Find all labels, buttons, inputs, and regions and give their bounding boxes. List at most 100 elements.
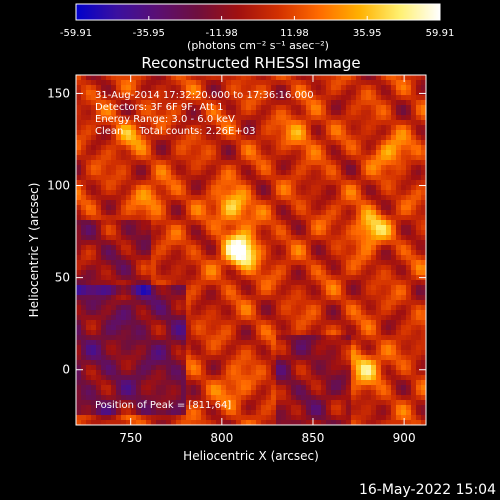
heatmap-cell — [376, 75, 382, 81]
heatmap-cell — [76, 290, 82, 296]
heatmap-cell — [201, 315, 207, 321]
heatmap-cell — [366, 395, 372, 401]
heatmap-cell — [266, 170, 272, 176]
heatmap-cell — [121, 160, 127, 166]
heatmap-cell — [256, 395, 262, 401]
heatmap-cell — [216, 270, 222, 276]
heatmap-cell — [281, 220, 287, 226]
heatmap-cell — [251, 270, 257, 276]
heatmap-cell — [176, 75, 182, 81]
heatmap-cell — [356, 350, 362, 356]
heatmap-cell — [326, 145, 332, 151]
heatmap-cell — [361, 155, 367, 161]
heatmap-cell — [166, 310, 172, 316]
heatmap-cell — [216, 235, 222, 241]
heatmap-cell — [96, 180, 102, 186]
heatmap-cell — [251, 140, 257, 146]
heatmap-cell — [366, 150, 372, 156]
heatmap-cell — [346, 360, 352, 366]
heatmap-cell — [366, 210, 372, 216]
heatmap-cell — [136, 235, 142, 241]
heatmap-cell — [316, 350, 322, 356]
heatmap-cell — [376, 120, 382, 126]
heatmap-cell — [381, 170, 387, 176]
heatmap-cell — [211, 310, 217, 316]
heatmap-cell — [396, 75, 402, 81]
heatmap-cell — [271, 420, 277, 425]
heatmap-cell — [281, 345, 287, 351]
heatmap-cell — [126, 90, 132, 96]
heatmap-cell — [226, 175, 232, 181]
heatmap-cell — [401, 135, 407, 141]
heatmap-cell — [146, 305, 152, 311]
heatmap-cell — [276, 410, 282, 416]
heatmap-cell — [401, 260, 407, 266]
heatmap-cell — [406, 230, 412, 236]
heatmap-cell — [256, 340, 262, 346]
heatmap-cell — [136, 215, 142, 221]
heatmap-cell — [261, 140, 267, 146]
heatmap-cell — [171, 365, 177, 371]
heatmap-cell — [201, 200, 207, 206]
heatmap-cell — [336, 180, 342, 186]
heatmap-cell — [81, 295, 87, 301]
heatmap-cell — [241, 270, 247, 276]
heatmap-cell — [396, 405, 402, 411]
heatmap-cell — [91, 335, 97, 341]
heatmap-cell — [271, 350, 277, 356]
heatmap-cell — [241, 420, 247, 425]
heatmap-cell — [286, 105, 292, 111]
heatmap-cell — [306, 330, 312, 336]
heatmap-cell — [326, 350, 332, 356]
heatmap-cell — [401, 230, 407, 236]
heatmap-cell — [176, 400, 182, 406]
heatmap-cell — [326, 100, 332, 106]
colorbar — [75, 3, 441, 21]
heatmap-cell — [176, 130, 182, 136]
heatmap-cell — [381, 290, 387, 296]
heatmap-cell — [116, 120, 122, 126]
heatmap-cell — [316, 105, 322, 111]
heatmap-cell — [191, 140, 197, 146]
heatmap-cell — [206, 380, 212, 386]
heatmap-cell — [101, 360, 107, 366]
heatmap-cell — [186, 285, 192, 291]
heatmap-cell — [136, 245, 142, 251]
heatmap-cell — [236, 185, 242, 191]
heatmap-cell — [391, 180, 397, 186]
heatmap-cell — [361, 75, 367, 81]
heatmap-cell — [126, 215, 132, 221]
heatmap-cell — [296, 105, 302, 111]
heatmap-cell — [116, 370, 122, 376]
heatmap-cell — [361, 105, 367, 111]
heatmap-cell — [321, 210, 327, 216]
heatmap-cell — [311, 190, 317, 196]
heatmap-cell — [211, 205, 217, 211]
heatmap-cell — [286, 90, 292, 96]
heatmap-cell — [401, 200, 407, 206]
heatmap-cell — [181, 100, 187, 106]
heatmap-cell — [206, 85, 212, 91]
heatmap-cell — [161, 145, 167, 151]
heatmap-cell — [416, 315, 422, 321]
heatmap-cell — [336, 285, 342, 291]
heatmap-cell — [216, 110, 222, 116]
heatmap-cell — [326, 285, 332, 291]
heatmap-cell — [326, 345, 332, 351]
heatmap-cell — [241, 145, 247, 151]
heatmap-cell — [366, 225, 372, 231]
heatmap-cell — [216, 85, 222, 91]
heatmap-cell — [106, 160, 112, 166]
heatmap-cell — [331, 420, 337, 425]
heatmap-cell — [341, 110, 347, 116]
heatmap-cell — [261, 225, 267, 231]
heatmap-cell — [111, 335, 117, 341]
heatmap-cell — [131, 155, 137, 161]
heatmap-cell — [136, 105, 142, 111]
heatmap-cell — [201, 340, 207, 346]
heatmap-cell — [331, 375, 337, 381]
heatmap-cell — [321, 405, 327, 411]
heatmap-cell — [391, 295, 397, 301]
heatmap-cell — [161, 110, 167, 116]
heatmap-cell — [91, 330, 97, 336]
